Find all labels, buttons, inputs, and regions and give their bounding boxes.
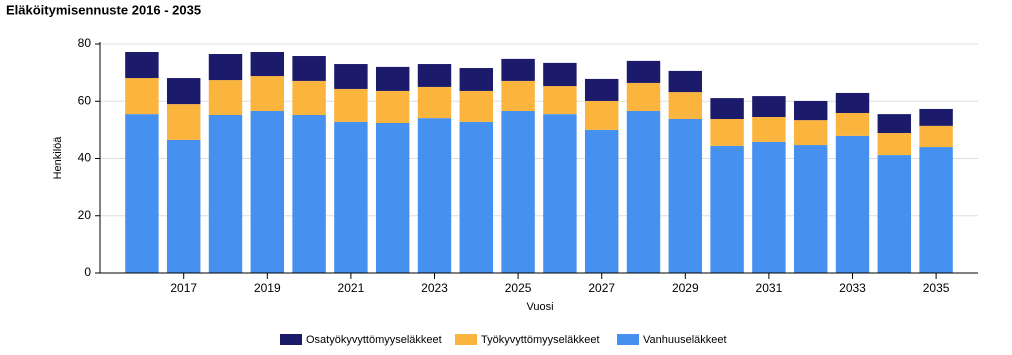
bar-segment xyxy=(626,82,661,111)
bar-segment xyxy=(292,80,326,115)
bar-segment xyxy=(752,96,786,117)
bar-segment xyxy=(543,62,577,87)
bar-segment xyxy=(710,118,744,146)
bar-segment xyxy=(919,108,953,126)
x-tick-label: 2035 xyxy=(923,281,950,295)
bar-segment xyxy=(166,104,201,140)
y-tick-label: 0 xyxy=(84,265,91,279)
bar-segment xyxy=(375,66,410,91)
bar-segment xyxy=(375,90,410,124)
bar-segment xyxy=(459,90,494,122)
bar-segment xyxy=(626,60,661,83)
bar-segment xyxy=(417,86,452,119)
bar-segment xyxy=(250,110,285,273)
legend-label: Vanhuuseläkkeet xyxy=(643,334,727,346)
bar-segment xyxy=(543,86,577,115)
bar-segment xyxy=(501,110,535,273)
bar-segment xyxy=(919,147,953,273)
x-tick-label: 2023 xyxy=(421,281,448,295)
bar-segment xyxy=(793,145,828,273)
y-tick-label: 60 xyxy=(78,93,92,107)
chart-title: Eläköitymisennuste 2016 - 2035 xyxy=(6,2,201,17)
bar-segment xyxy=(710,145,744,273)
bar-segment xyxy=(125,78,159,115)
bar-segment xyxy=(292,56,326,81)
legend-label: Työkyvyttömyyseläkkeet xyxy=(481,334,600,346)
bar-segment xyxy=(292,114,326,274)
bar-segment xyxy=(752,116,786,142)
x-tick-label: 2031 xyxy=(756,281,783,295)
bar-segment xyxy=(919,125,953,148)
bar-segment xyxy=(710,98,744,119)
bar-segment xyxy=(543,114,577,273)
bar-segment xyxy=(793,120,828,146)
x-tick-label: 2021 xyxy=(338,281,365,295)
bar-segment xyxy=(877,114,912,134)
bar-segment xyxy=(250,76,285,111)
bar-segment xyxy=(250,52,285,77)
y-tick-label: 80 xyxy=(78,36,92,50)
bar-segment xyxy=(793,100,828,121)
bar-segment xyxy=(626,110,661,273)
x-tick-label: 2027 xyxy=(588,281,615,295)
bar-segment xyxy=(668,118,703,273)
x-tick-label: 2029 xyxy=(672,281,699,295)
bar-segment xyxy=(752,141,786,273)
bar-segment xyxy=(584,78,619,101)
bar-segment xyxy=(375,123,410,273)
legend-label: Osatyökyvyttömyyseläkkeet xyxy=(306,334,442,346)
bar-segment xyxy=(584,129,619,273)
bar-segment xyxy=(501,58,535,81)
bar-segment xyxy=(417,118,452,273)
bar-segment xyxy=(208,80,243,115)
x-tick-label: 2033 xyxy=(839,281,866,295)
bar-segment xyxy=(417,64,452,87)
bar-segment xyxy=(835,135,870,273)
legend-swatch xyxy=(455,334,477,345)
y-tick-label: 40 xyxy=(78,151,92,165)
bar-segment xyxy=(835,112,870,136)
y-axis-label: Henkilöä xyxy=(52,136,64,180)
bar-segment xyxy=(835,92,870,113)
bar-segment xyxy=(125,52,159,79)
bar-segment xyxy=(584,100,619,130)
x-tick-label: 2017 xyxy=(170,281,197,295)
bar-segment xyxy=(208,54,243,81)
x-axis-label: Vuosi xyxy=(526,301,553,313)
legend-swatch xyxy=(280,334,302,345)
bar-segment xyxy=(208,114,243,274)
legend-swatch xyxy=(617,334,639,345)
bar-segment xyxy=(501,80,535,111)
bar-segment xyxy=(334,88,368,122)
bar-segment xyxy=(166,139,201,273)
bar-segment xyxy=(334,64,368,89)
bar-segment xyxy=(459,68,494,91)
x-tick-label: 2025 xyxy=(505,281,532,295)
y-tick-label: 20 xyxy=(78,208,92,222)
bar-segment xyxy=(877,133,912,156)
bar-segment xyxy=(166,78,201,105)
bar-segment xyxy=(459,121,494,273)
bar-segment xyxy=(334,121,368,273)
bar-segment xyxy=(125,114,159,273)
bar-segment xyxy=(877,155,912,273)
x-tick-label: 2019 xyxy=(254,281,281,295)
bar-segment xyxy=(668,92,703,119)
bar-segment xyxy=(668,70,703,93)
